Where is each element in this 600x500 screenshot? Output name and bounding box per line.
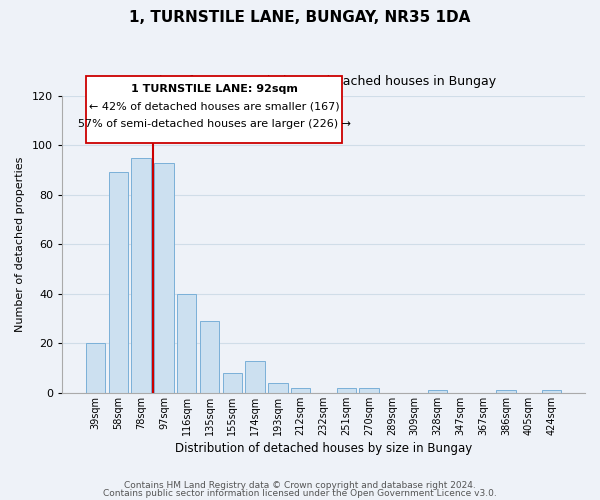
- X-axis label: Distribution of detached houses by size in Bungay: Distribution of detached houses by size …: [175, 442, 472, 455]
- Text: ← 42% of detached houses are smaller (167): ← 42% of detached houses are smaller (16…: [89, 102, 340, 112]
- Text: 1, TURNSTILE LANE, BUNGAY, NR35 1DA: 1, TURNSTILE LANE, BUNGAY, NR35 1DA: [130, 10, 470, 25]
- Bar: [359, 388, 379, 393]
- Bar: [291, 388, 310, 393]
- Bar: [109, 172, 128, 393]
- Bar: [337, 388, 356, 393]
- Title: Size of property relative to detached houses in Bungay: Size of property relative to detached ho…: [151, 74, 496, 88]
- Bar: [268, 383, 287, 393]
- Bar: [131, 158, 151, 393]
- Bar: [200, 321, 219, 393]
- Bar: [86, 344, 105, 393]
- Text: 57% of semi-detached houses are larger (226) →: 57% of semi-detached houses are larger (…: [77, 119, 350, 129]
- Text: Contains HM Land Registry data © Crown copyright and database right 2024.: Contains HM Land Registry data © Crown c…: [124, 481, 476, 490]
- Bar: [428, 390, 447, 393]
- Text: 1 TURNSTILE LANE: 92sqm: 1 TURNSTILE LANE: 92sqm: [131, 84, 298, 94]
- Bar: [154, 162, 173, 393]
- Bar: [86, 76, 342, 142]
- Bar: [223, 373, 242, 393]
- Bar: [177, 294, 196, 393]
- Bar: [542, 390, 561, 393]
- Bar: [245, 360, 265, 393]
- Bar: [496, 390, 515, 393]
- Y-axis label: Number of detached properties: Number of detached properties: [15, 156, 25, 332]
- Text: Contains public sector information licensed under the Open Government Licence v3: Contains public sector information licen…: [103, 488, 497, 498]
